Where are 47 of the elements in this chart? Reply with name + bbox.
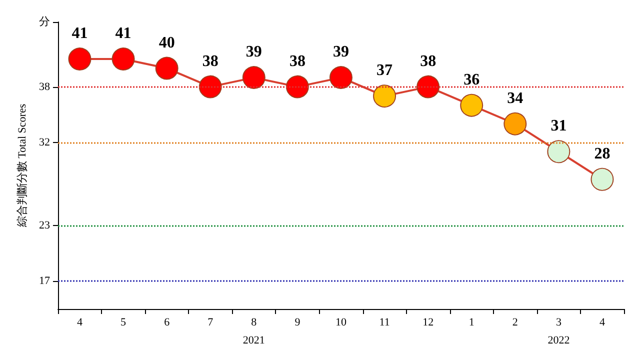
point	[504, 112, 527, 136]
x-tick-label: 8	[251, 316, 258, 328]
y-tick-label: 32	[39, 136, 50, 148]
data-label: 41	[115, 25, 132, 42]
point	[460, 94, 484, 117]
data-label: 40	[158, 34, 175, 52]
x-tick-label: 3	[556, 316, 562, 328]
x-tick-label: 10	[336, 316, 347, 328]
point	[198, 75, 222, 98]
data-label: 36	[464, 71, 480, 88]
point	[242, 66, 266, 90]
point	[286, 75, 309, 98]
x-tick-label: 7	[208, 316, 214, 328]
point	[373, 84, 396, 108]
x-tick-label: 1	[468, 316, 474, 328]
data-label: 38	[420, 52, 436, 70]
y-tick-label: 38	[39, 80, 50, 93]
x-tick-label: 6	[164, 316, 170, 328]
text: 2022	[548, 334, 570, 346]
point	[155, 56, 178, 80]
point	[68, 48, 92, 71]
data-label: 37	[376, 62, 393, 80]
data-label: 31	[550, 118, 567, 135]
x-tick-label: 9	[294, 316, 301, 328]
y-axis-title: 綜合判斷分數 Total Scores	[16, 104, 29, 228]
y-tick-label: 23	[39, 220, 50, 232]
data-label: 41	[72, 25, 88, 42]
data-label: 38	[289, 52, 306, 70]
data-label: 39	[333, 44, 349, 61]
y-tick-label: 17	[39, 275, 50, 288]
x-tick-label: 12	[422, 316, 434, 328]
x-tick-label: 4	[599, 316, 606, 328]
point	[330, 66, 352, 90]
x-tick-label: 4	[77, 316, 84, 328]
x-tick-label: 2	[512, 316, 518, 328]
point	[416, 75, 440, 98]
data-label: 38	[202, 52, 218, 70]
point	[590, 168, 614, 191]
x-tick-label: 11	[379, 316, 390, 328]
x-tick-label: 5	[120, 316, 127, 328]
y-tick-label: 分	[39, 16, 50, 28]
data-label: 28	[594, 145, 610, 162]
data-label: 39	[246, 44, 262, 61]
text: 2021	[242, 334, 265, 346]
point	[112, 48, 135, 71]
point	[547, 140, 570, 164]
data-label: 34	[507, 90, 524, 107]
